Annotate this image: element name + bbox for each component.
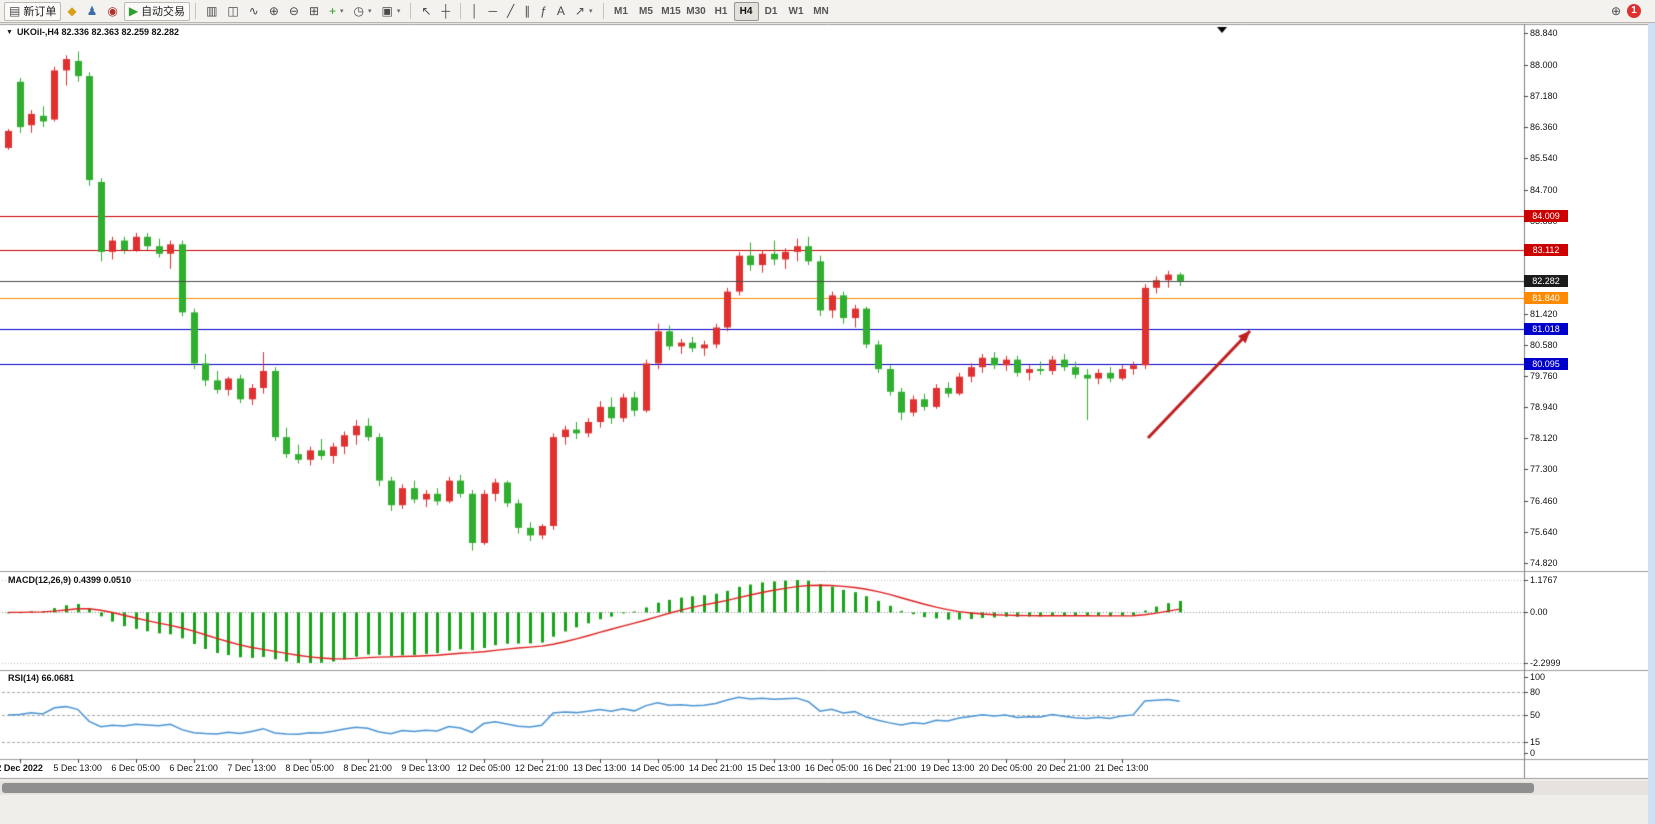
trendline-button[interactable]: ╱: [502, 2, 519, 21]
fibonacci-icon: ƒ: [540, 4, 547, 18]
periods-button[interactable]: ◷ ▾: [349, 2, 377, 21]
arrow-tools-icon: ↗: [574, 4, 585, 18]
templates-button[interactable]: ▣ ▾: [377, 2, 406, 21]
new-order-label: 新订单: [23, 6, 57, 18]
dropdown-arrow-icon: ▾: [396, 8, 401, 15]
zoom-in-icon: ⊕: [268, 4, 279, 18]
rsi-header: RSI(14) 66.0681: [8, 673, 75, 683]
timeframe-button-h1[interactable]: H1: [709, 2, 734, 21]
crosshair-button[interactable]: ┼: [436, 2, 455, 21]
timeframe-button-h4[interactable]: H4: [733, 2, 759, 21]
dropdown-arrow-icon: ▾: [340, 8, 344, 15]
bar-chart-button[interactable]: ▥: [201, 2, 222, 21]
chart-symbol-ohlc: UKOil-,H4 82.336 82.363 82.259 82.282: [16, 27, 180, 37]
indicators-icon: +: [329, 4, 337, 18]
line-chart-icon: ∿: [248, 4, 259, 18]
timeframe-button-w1[interactable]: W1: [784, 2, 809, 21]
zoom-out-button[interactable]: ⊖: [284, 2, 304, 21]
line-chart-button[interactable]: ∿: [244, 2, 264, 21]
main-toolbar: ▤ 新订单 ◆ ♟ ◉ ▶ 自动交易 ▥ ◫ ∿ ⊕ ⊖ ⊞ + ▾ ◷ ▾ ▣ ▾ ↖ ┼ │ ─ ╱ ∥ ƒ A ↗…: [0, 0, 1655, 23]
h-scrollbar-thumb[interactable]: [2, 783, 1534, 793]
dropdown-arrow-icon: ▾: [588, 8, 593, 15]
alerts-icon: ◆: [67, 4, 77, 18]
bar-chart-icon: ▥: [206, 4, 218, 18]
toolbar-separator: [410, 3, 412, 19]
chart-symbol-header: ▼ UKOil-,H4 82.336 82.363 82.259 82.282: [6, 27, 179, 37]
new-order-icon: ▤: [9, 4, 21, 18]
zoom-in-button[interactable]: ⊕: [264, 2, 284, 21]
channel-button[interactable]: ∥: [519, 2, 535, 21]
fibonacci-button[interactable]: ƒ: [535, 2, 552, 21]
candlestick-chart-icon: ◫: [227, 4, 239, 18]
horizontal-line-button[interactable]: ─: [483, 2, 502, 21]
channel-icon: ∥: [524, 4, 531, 18]
zoom-search-icon: ⊕: [1610, 4, 1621, 18]
macd-header: MACD(12,26,9) 0.4399 0.0510: [8, 575, 132, 585]
zoom-out-icon: ⊖: [288, 4, 299, 18]
candlestick-chart-button[interactable]: ◫: [222, 2, 243, 21]
auto-trading-label: 自动交易: [141, 6, 186, 18]
toolbar-separator: [195, 3, 197, 19]
market-icon: ◉: [107, 4, 118, 18]
horizontal-line-icon: ─: [488, 4, 497, 18]
text-button[interactable]: A: [552, 2, 570, 21]
indicators-button[interactable]: + ▾: [324, 2, 349, 21]
timeframe-button-m15[interactable]: M15: [659, 2, 684, 21]
tile-windows-icon: ⊞: [308, 4, 319, 18]
timeframe-button-m30[interactable]: M30: [684, 2, 709, 21]
tile-windows-button[interactable]: ⊞: [304, 2, 324, 21]
vertical-line-button[interactable]: │: [466, 2, 484, 21]
ohlc-expand-icon[interactable]: ▼: [6, 28, 13, 36]
accounts-button[interactable]: ♟: [82, 2, 103, 21]
zoom-search-button[interactable]: ⊕: [1606, 2, 1626, 21]
dropdown-arrow-icon: ▾: [368, 8, 372, 15]
accounts-icon: ♟: [86, 4, 98, 18]
timeframe-button-mn[interactable]: MN: [809, 2, 834, 21]
templates-icon: ▣: [381, 4, 393, 18]
toolbar-separator: [602, 3, 604, 19]
auto-trading-icon: ▶: [128, 4, 139, 18]
alerts-button[interactable]: ◆: [62, 2, 81, 21]
timeframe-button-d1[interactable]: D1: [759, 2, 784, 21]
timeframe-button-m1[interactable]: M1: [609, 2, 634, 21]
auto-trading-button[interactable]: ▶ 自动交易: [123, 1, 191, 21]
new-order-button[interactable]: ▤ 新订单: [4, 1, 62, 21]
arrow-tools-button[interactable]: ↗ ▾: [570, 2, 598, 21]
text-icon: A: [556, 4, 565, 18]
crosshair-icon: ┼: [441, 4, 450, 18]
trendline-icon: ╱: [506, 4, 515, 18]
cursor-icon: ↖: [421, 4, 432, 18]
market-button[interactable]: ◉: [102, 2, 122, 21]
h-scrollbar-track[interactable]: [0, 781, 1648, 795]
notification-badge[interactable]: 1: [1627, 4, 1641, 18]
right-edge-strip: [1648, 0, 1655, 824]
vertical-line-icon: │: [470, 4, 479, 18]
toolbar-separator: [459, 3, 461, 19]
cursor-button[interactable]: ↖: [416, 2, 436, 21]
timeframe-button-m5[interactable]: M5: [634, 2, 659, 21]
periods-icon: ◷: [353, 4, 365, 18]
